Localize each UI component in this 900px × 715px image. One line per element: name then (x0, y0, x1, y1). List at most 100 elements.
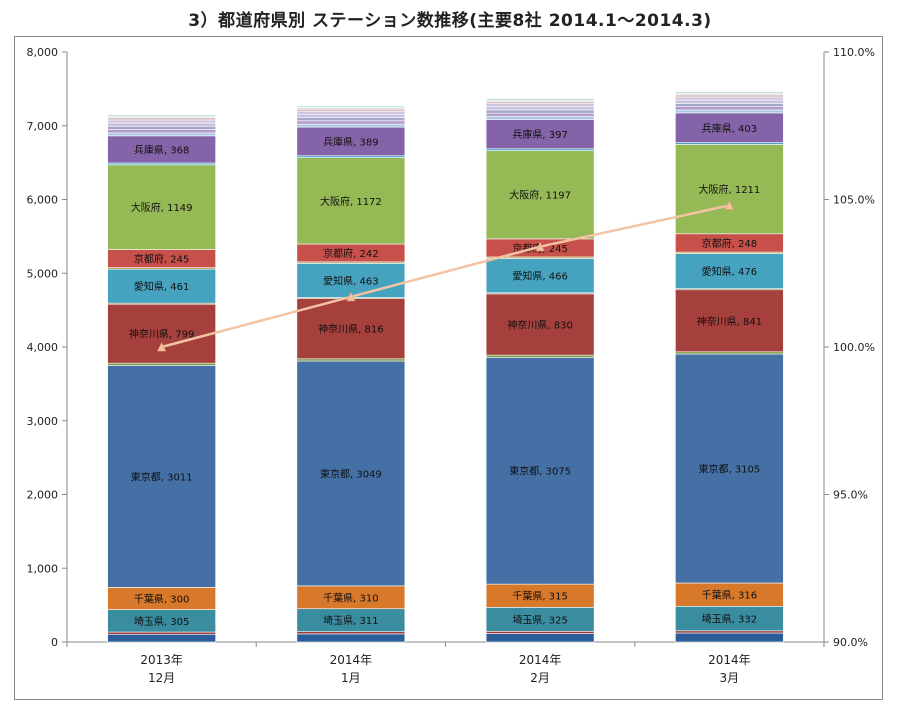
bar-segment-unlabeled (107, 114, 216, 117)
bar-segment-unlabeled (485, 98, 595, 101)
y-tick-label: 2,000 (27, 489, 59, 502)
chart-frame (14, 36, 883, 700)
bar-segment-unlabeled (675, 632, 784, 643)
y-tick-label: 1,000 (27, 562, 59, 575)
bar-segment-unlabeled (675, 109, 784, 114)
line-series (161, 204, 730, 349)
bar-segment-unlabeled (296, 358, 406, 362)
bar-segment-unlabeled (296, 633, 406, 643)
bar-segment (107, 164, 216, 250)
bar-segment (485, 119, 595, 150)
y-tick-label: 7,000 (27, 120, 59, 133)
data-label: 千葉県, 315 (512, 590, 567, 603)
bar-segment-unlabeled (485, 103, 595, 107)
bar-segment-unlabeled (675, 630, 784, 634)
bar-segment (107, 268, 216, 304)
bar-segment (107, 303, 216, 364)
line-point (724, 200, 735, 210)
bar-segment-unlabeled (107, 129, 216, 134)
bar-segment (107, 135, 216, 164)
bar-segment-unlabeled (296, 631, 406, 635)
line-point (156, 342, 167, 352)
bar-segment-unlabeled (296, 120, 406, 125)
data-label: 京都府, 245 (134, 253, 189, 266)
x-tick-label: 2014年 (708, 653, 751, 667)
bar-segment-unlabeled (675, 351, 784, 355)
bar-segment (485, 150, 595, 240)
bar-segment-unlabeled (296, 105, 406, 108)
bar-segment-unlabeled (485, 116, 595, 120)
data-label: 神奈川県, 841 (697, 315, 762, 328)
x-tick-label: 1月 (341, 671, 361, 685)
data-label: 東京都, 3105 (698, 463, 760, 476)
data-label: 京都府, 242 (323, 247, 378, 260)
x-tick-label: 2014年 (330, 653, 373, 667)
bar-segment-unlabeled (107, 362, 216, 366)
x-tick-label: 12月 (148, 671, 175, 685)
bar-segment-unlabeled (485, 101, 595, 104)
bar-segment (485, 293, 595, 356)
bar-segment-unlabeled (296, 117, 406, 122)
bar-segment (675, 289, 784, 353)
data-label: 兵庫県, 368 (134, 143, 189, 156)
data-label: 愛知県, 466 (512, 270, 567, 283)
bar-segment (485, 258, 595, 294)
bar-segment (675, 253, 784, 289)
y2-tick-label: 105.0% (833, 194, 875, 207)
bar-segment-unlabeled (107, 117, 216, 121)
data-label: 大阪府, 1149 (131, 201, 193, 214)
data-label: 愛知県, 461 (134, 280, 189, 293)
data-label: 東京都, 3011 (131, 470, 193, 483)
y-tick-label: 5,000 (27, 267, 59, 280)
bar-segment-unlabeled (675, 103, 784, 107)
data-label: 兵庫県, 389 (323, 135, 378, 148)
x-tick-label: 2014年 (519, 653, 562, 667)
bar-segment-unlabeled (485, 106, 595, 111)
x-tick-label: 3月 (720, 671, 740, 685)
bar-segment-unlabeled (107, 119, 216, 124)
bar-segment-unlabeled (107, 122, 216, 127)
x-tick-label: 2月 (530, 671, 550, 685)
data-label: 愛知県, 463 (323, 274, 378, 287)
bar-segment (675, 112, 784, 143)
data-label: 東京都, 3049 (320, 467, 382, 480)
y-tick-label: 3,000 (27, 415, 59, 428)
bar-segment (107, 365, 216, 588)
y2-tick-label: 95.0% (833, 489, 868, 502)
bar-segment-unlabeled (296, 113, 406, 118)
data-label: 埼玉県, 311 (323, 614, 378, 627)
y2-tick-label: 100.0% (833, 341, 875, 354)
x-tick-label: 2013年 (140, 653, 183, 667)
bar-segment (296, 263, 406, 298)
data-label: 千葉県, 300 (134, 592, 189, 605)
chart-title: 3）都道府県別 ステーション数推移(主要8社 2014.1～2014.3) (188, 11, 712, 31)
data-label: 大阪府, 1197 (509, 189, 571, 202)
y2-tick-label: 110.0% (833, 46, 875, 59)
data-label: 埼玉県, 332 (702, 613, 757, 626)
line-point (346, 291, 356, 302)
data-label: 埼玉県, 305 (134, 615, 189, 628)
y2-tick-label: 90.0% (833, 636, 868, 649)
y-tick-label: 6,000 (27, 194, 59, 207)
y-tick-label: 0 (51, 636, 58, 649)
bar-segment (296, 360, 406, 587)
data-label: 大阪府, 1172 (320, 195, 382, 208)
data-label: 千葉県, 316 (702, 589, 757, 602)
y-tick-label: 8,000 (27, 46, 59, 59)
bar-segment-unlabeled (296, 110, 406, 115)
data-label: 大阪府, 1211 (698, 183, 760, 196)
data-label: 愛知県, 476 (702, 265, 757, 278)
data-label: 兵庫県, 403 (702, 122, 757, 135)
bar-segment-unlabeled (485, 112, 595, 117)
y-tick-label: 4,000 (27, 341, 59, 354)
bar-segment-unlabeled (675, 91, 784, 94)
bar-segment (675, 353, 784, 584)
bar-segment (675, 144, 784, 235)
bar-segment-unlabeled (675, 106, 784, 111)
data-label: 埼玉県, 325 (512, 613, 567, 626)
bar-segment-unlabeled (107, 633, 216, 643)
data-label: 神奈川県, 816 (318, 323, 383, 336)
data-label: 神奈川県, 830 (507, 319, 572, 332)
